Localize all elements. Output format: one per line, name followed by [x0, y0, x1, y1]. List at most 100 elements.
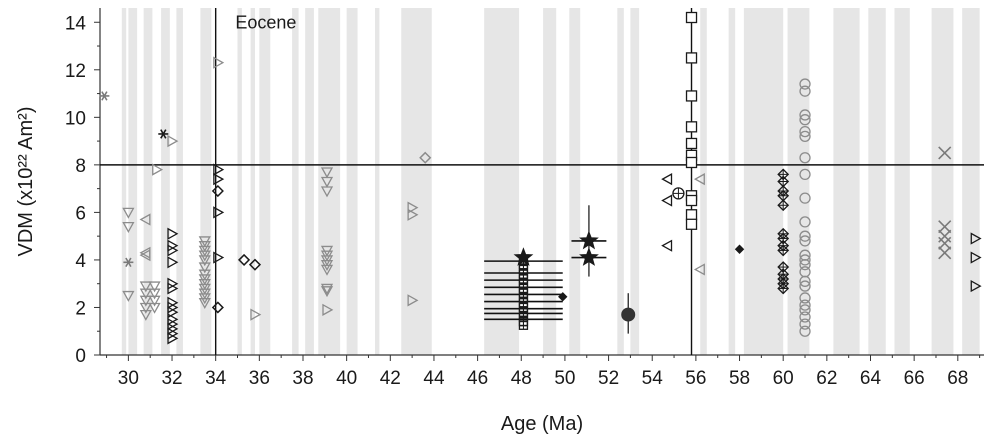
- circle-open-point: [799, 78, 811, 90]
- chron-band: [200, 8, 212, 355]
- triangle-right-point: [250, 308, 262, 321]
- axes: [94, 8, 984, 361]
- star-point: [579, 247, 599, 266]
- square-plus-point: [518, 320, 529, 330]
- triangle-down-point: [320, 286, 334, 298]
- circle-open-point: [799, 216, 811, 228]
- asterisk-point: [158, 129, 169, 139]
- chron-band: [630, 8, 640, 355]
- circle-open-point: [799, 292, 811, 304]
- chron-band: [346, 8, 358, 355]
- cross-stroke: [938, 146, 952, 160]
- triangle-left-point: [693, 173, 705, 186]
- diamond-open-point: [211, 184, 224, 198]
- y-tick-label: 12: [65, 61, 86, 82]
- chron-band: [484, 8, 520, 355]
- circle-open-point: [799, 275, 811, 287]
- x-tick-label: 56: [685, 368, 706, 389]
- triangle-down-point: [148, 302, 161, 314]
- triangle-down-point: [148, 295, 161, 307]
- y-tick-label: 0: [75, 346, 86, 367]
- triangle-down-point: [139, 309, 152, 321]
- triangle-down-point: [320, 186, 334, 198]
- x-tick-label: 38: [292, 368, 313, 389]
- diamond-filled-point: [558, 292, 568, 302]
- circle-open-point: [799, 130, 811, 142]
- square-open-point: [685, 218, 698, 230]
- cross-stroke: [938, 236, 952, 250]
- square-open-point: [685, 121, 698, 133]
- square-open-point: [685, 11, 698, 24]
- chron-band: [121, 8, 127, 355]
- diamond-open-point: [211, 301, 224, 314]
- x-tick-label: 66: [904, 368, 925, 389]
- triangle-down-point: [148, 288, 161, 300]
- circle-open-point: [799, 125, 811, 138]
- circle-open-point: [799, 304, 811, 316]
- circle-open-point: [799, 230, 811, 242]
- chron-band: [237, 8, 242, 355]
- y-tick-label: 4: [75, 251, 86, 272]
- square-open-point: [685, 209, 698, 221]
- circle-filled-point: [621, 307, 636, 322]
- triangle-down-point: [198, 255, 211, 267]
- x-tick-label: 62: [816, 368, 837, 389]
- x-tick-label: 44: [423, 368, 445, 389]
- square-open-point: [685, 137, 698, 150]
- triangle-right-point: [167, 244, 179, 257]
- triangle-right-point: [407, 208, 419, 221]
- triangle-right-point: [167, 282, 179, 295]
- circle-open-point: [799, 114, 811, 126]
- chron-band: [305, 8, 314, 355]
- square-open-point: [685, 52, 698, 64]
- x-tick-label: 48: [511, 368, 532, 389]
- circle-open-point: [799, 318, 811, 330]
- triangle-down-point: [139, 302, 152, 314]
- circle-open-point: [799, 311, 811, 323]
- chron-band: [259, 8, 271, 355]
- triangle-down-point: [139, 288, 152, 300]
- star-point: [513, 247, 534, 266]
- x-tick-label: 52: [598, 368, 619, 389]
- triangle-down-point: [320, 167, 334, 179]
- circle-open-point: [799, 299, 811, 311]
- x-tick-label: 46: [467, 368, 488, 389]
- triangle-down-point: [198, 262, 211, 274]
- chron-band: [743, 8, 784, 355]
- y-tick-label: 10: [65, 108, 86, 129]
- triangle-right-point: [213, 206, 225, 219]
- triangle-right-point: [970, 251, 982, 264]
- triangle-down-point: [148, 281, 161, 293]
- x-tick-label: 36: [249, 368, 270, 389]
- chron-band: [700, 8, 707, 355]
- triangle-left-point: [693, 263, 705, 276]
- triangle-left-point: [139, 213, 151, 226]
- asterisk-stroke: [160, 129, 167, 139]
- diamond-plus-point: [777, 244, 790, 257]
- chron-band: [728, 8, 736, 355]
- triangle-right-point: [167, 332, 179, 345]
- asterisk-stroke: [101, 91, 108, 101]
- chron-band: [868, 8, 886, 355]
- star-point: [579, 230, 599, 250]
- cross-point: [938, 236, 952, 250]
- triangle-down-point: [139, 295, 152, 307]
- x-tick-label: 58: [729, 368, 750, 389]
- circle-open-point: [799, 280, 811, 292]
- x-tick-label: 34: [205, 368, 227, 389]
- x-tick-label: 32: [161, 368, 182, 389]
- triangle-right-point: [970, 232, 982, 245]
- diamond-open-point: [419, 151, 432, 164]
- circle-open-point: [799, 235, 811, 247]
- diamond-open-point: [237, 253, 251, 266]
- cross-point: [938, 246, 952, 260]
- square-open-point: [685, 194, 698, 207]
- chron-band: [375, 8, 380, 355]
- triangle-right-point: [407, 201, 419, 214]
- chron-band: [250, 8, 255, 355]
- chron-band: [833, 8, 860, 355]
- data-points: [99, 11, 982, 345]
- axis-text: 30 32 34 36 38 40 42 44 46 48 50 52 54 56 58 60 62 64 66 68…: [15, 12, 968, 435]
- circle-open-point: [799, 325, 811, 337]
- x-tick-label: 68: [947, 368, 968, 389]
